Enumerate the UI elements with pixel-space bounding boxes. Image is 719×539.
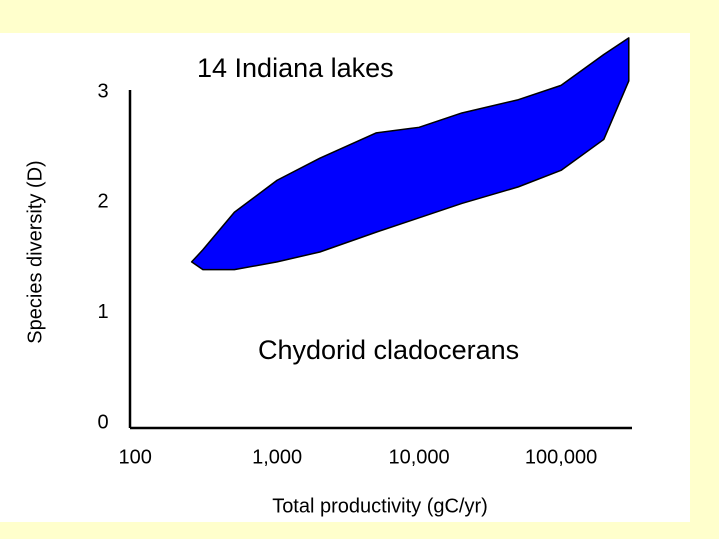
x-tick-label: 100,000: [525, 446, 597, 468]
x-axis-label: Total productivity (gC/yr): [272, 495, 488, 517]
y-tick-label: 0: [97, 411, 108, 433]
x-tick-label: 10,000: [388, 446, 449, 468]
range-area: [190, 37, 630, 271]
y-tick-label: 1: [97, 301, 108, 323]
y-axis-label: Species diversity (D): [24, 160, 46, 343]
y-tick-label: 2: [97, 191, 108, 213]
x-tick-label: 100: [118, 446, 151, 468]
annotation: Chydorid cladocerans: [258, 335, 519, 365]
y-tick-label: 3: [97, 80, 108, 102]
annotation: 14 Indiana lakes: [197, 53, 394, 83]
x-tick-label: 1,000: [252, 446, 302, 468]
